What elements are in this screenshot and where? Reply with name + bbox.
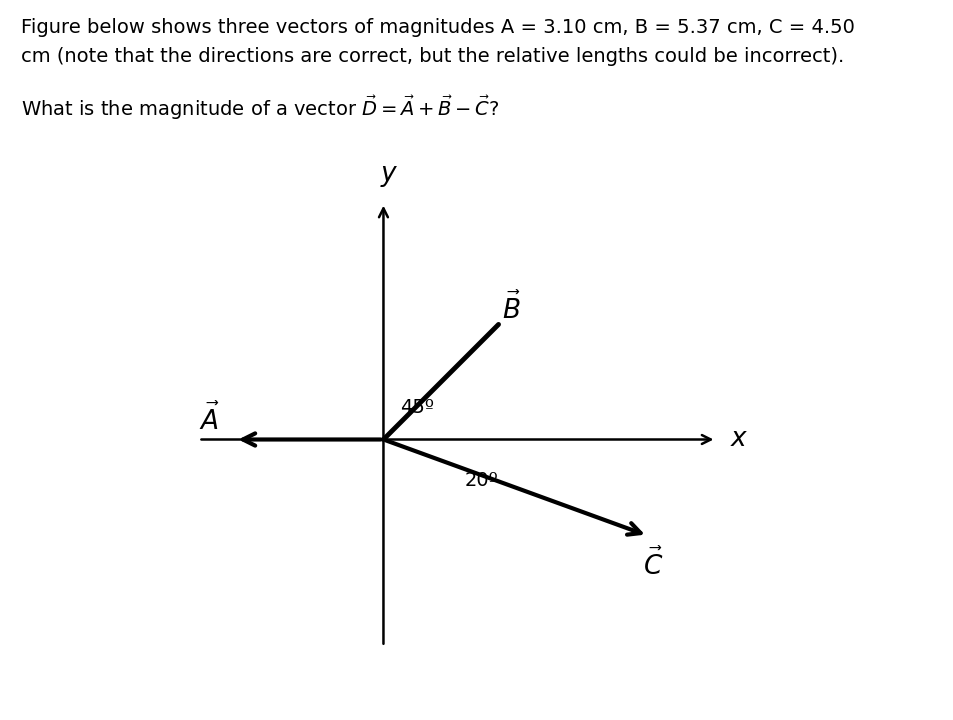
Text: cm (note that the directions are correct, but the relative lengths could be inco: cm (note that the directions are correct…: [21, 47, 843, 66]
Text: 20º: 20º: [464, 471, 498, 490]
Text: $\vec{A}$: $\vec{A}$: [199, 402, 220, 435]
Text: Figure below shows three vectors of magnitudes A = 3.10 cm, B = 5.37 cm, C = 4.5: Figure below shows three vectors of magn…: [21, 18, 854, 37]
Text: $\vec{C}$: $\vec{C}$: [642, 547, 663, 580]
Text: 45º: 45º: [399, 398, 434, 418]
Text: $y$: $y$: [379, 164, 398, 189]
Text: $x$: $x$: [729, 426, 747, 451]
Text: $\vec{B}$: $\vec{B}$: [501, 292, 521, 324]
Text: What is the magnitude of a vector $\vec{D} = \vec{A} + \vec{B} - \vec{C}$?: What is the magnitude of a vector $\vec{…: [21, 94, 499, 122]
